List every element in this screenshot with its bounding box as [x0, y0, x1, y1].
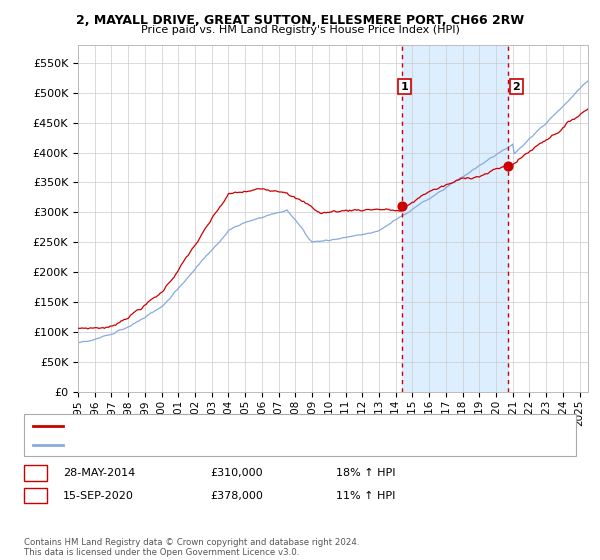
- Point: [397, 202, 407, 211]
- Text: Price paid vs. HM Land Registry's House Price Index (HPI): Price paid vs. HM Land Registry's House …: [140, 25, 460, 35]
- Point: [503, 161, 513, 170]
- Bar: [402, 45, 508, 392]
- Text: 15-SEP-2020: 15-SEP-2020: [63, 491, 134, 501]
- Text: 28-MAY-2014: 28-MAY-2014: [63, 468, 135, 478]
- Text: 2, MAYALL DRIVE, GREAT SUTTON, ELLESMERE PORT, CH66 2RW (detached house): 2, MAYALL DRIVE, GREAT SUTTON, ELLESMERE…: [69, 421, 479, 431]
- Text: £310,000: £310,000: [210, 468, 263, 478]
- Text: £378,000: £378,000: [210, 491, 263, 501]
- Text: 2, MAYALL DRIVE, GREAT SUTTON, ELLESMERE PORT, CH66 2RW: 2, MAYALL DRIVE, GREAT SUTTON, ELLESMERE…: [76, 14, 524, 27]
- Text: Contains HM Land Registry data © Crown copyright and database right 2024.
This d: Contains HM Land Registry data © Crown c…: [24, 538, 359, 557]
- Text: 2: 2: [512, 82, 520, 92]
- Text: 1: 1: [401, 82, 409, 92]
- Text: 18% ↑ HPI: 18% ↑ HPI: [336, 468, 395, 478]
- Text: 1: 1: [32, 468, 39, 478]
- Text: HPI: Average price, detached house, Cheshire West and Chester: HPI: Average price, detached house, Ches…: [69, 440, 389, 450]
- Text: 2: 2: [32, 491, 39, 501]
- Text: 11% ↑ HPI: 11% ↑ HPI: [336, 491, 395, 501]
